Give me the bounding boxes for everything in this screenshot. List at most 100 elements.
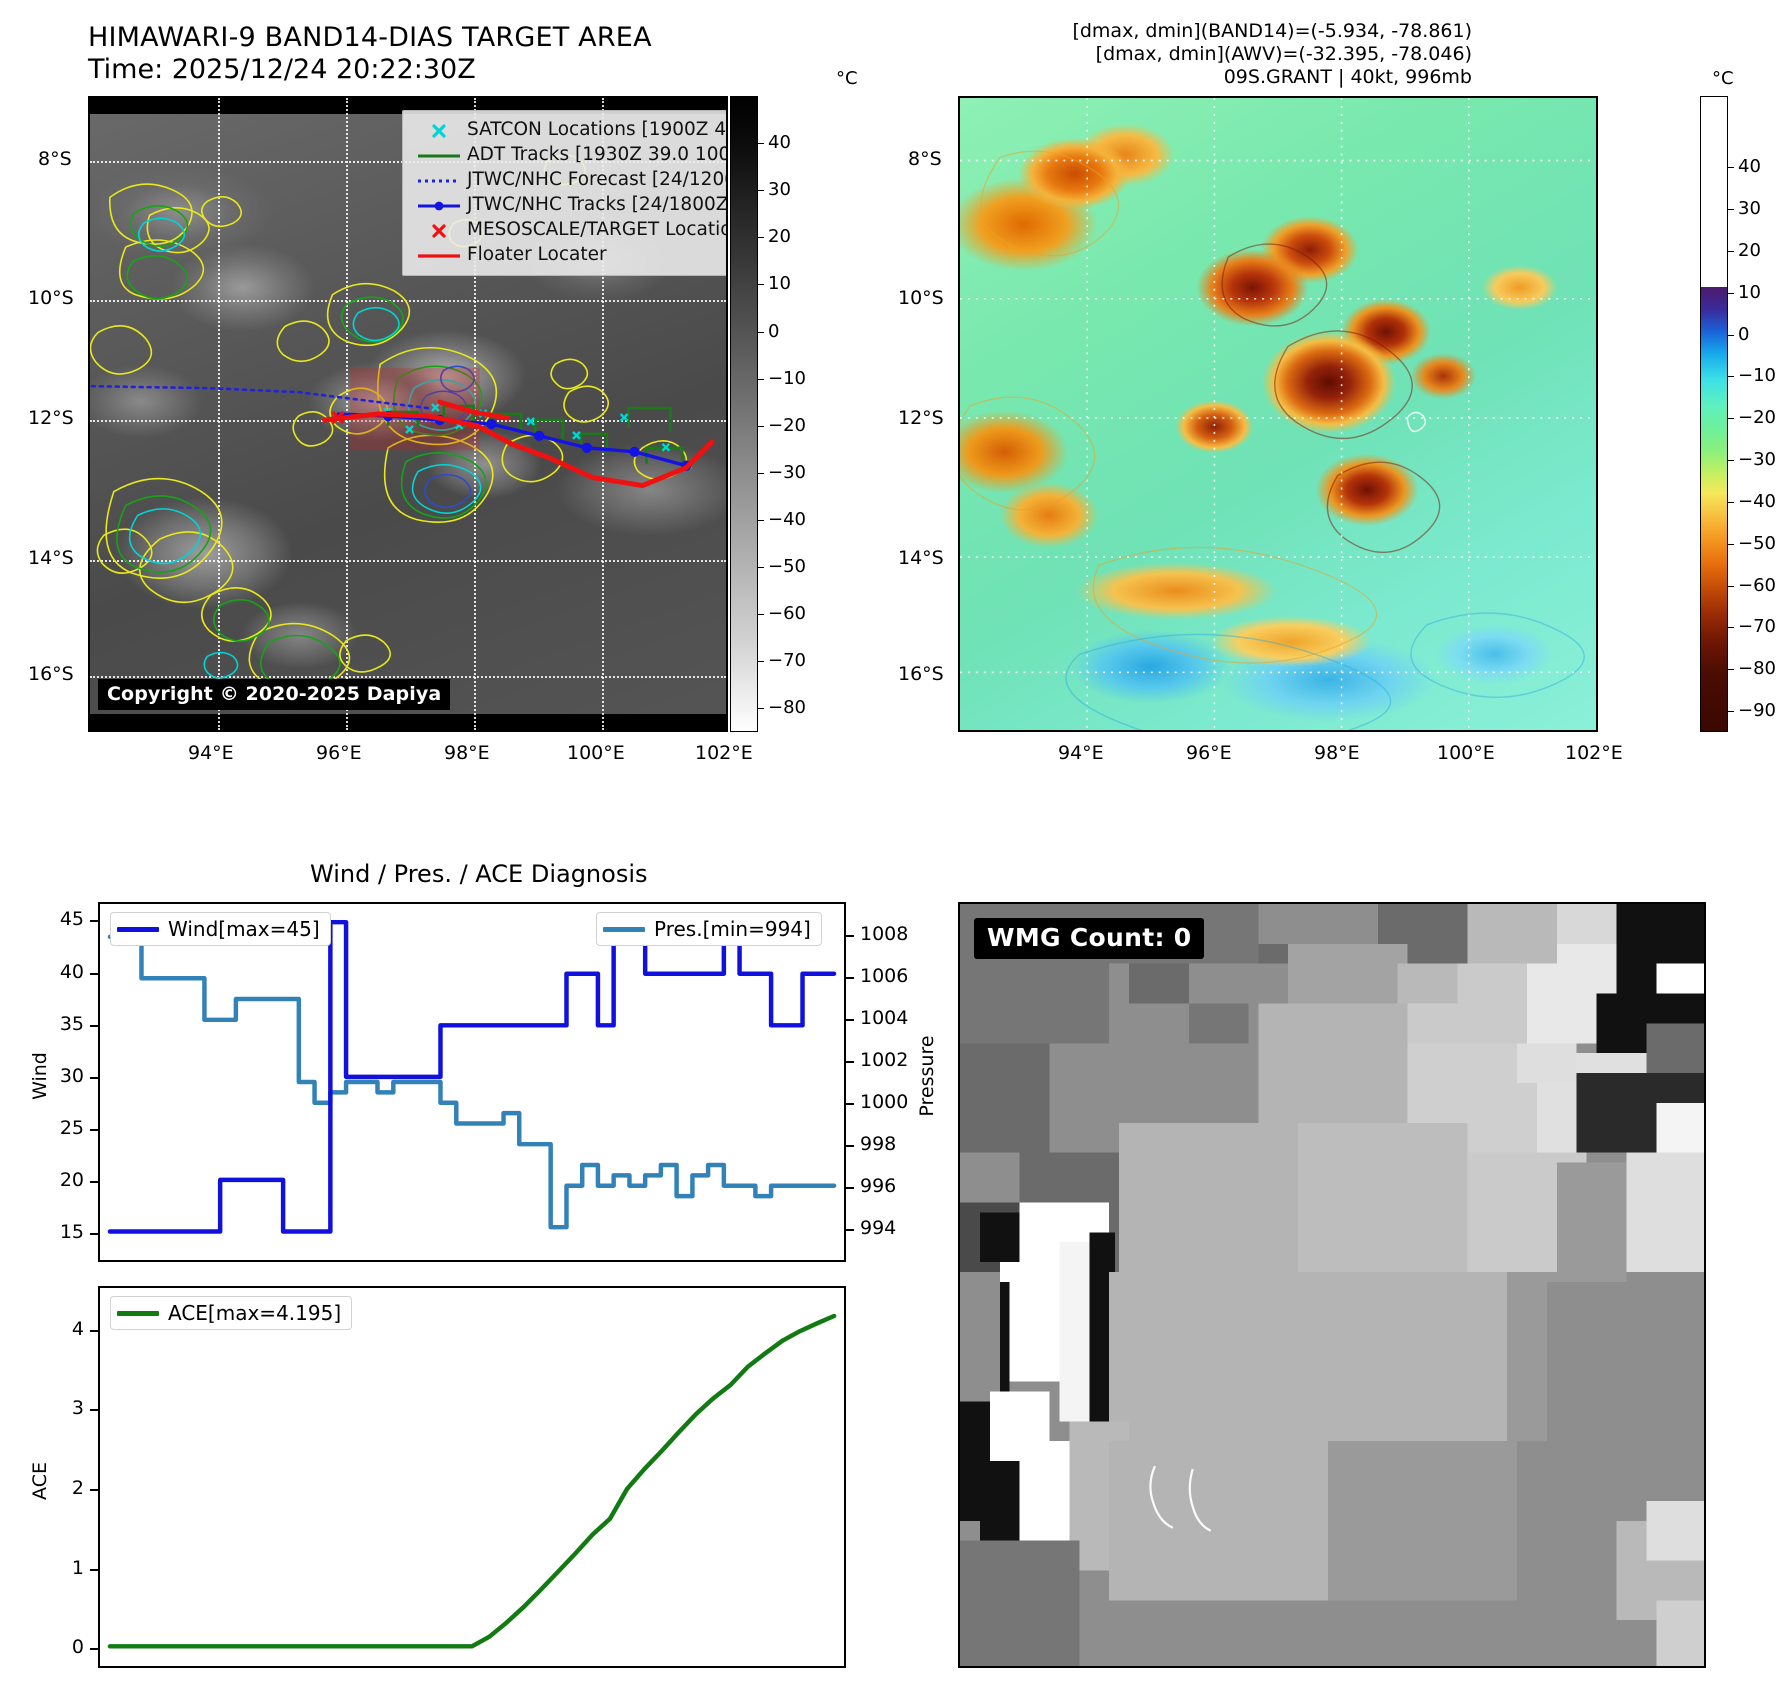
colorbar-tick-label: −10 [1738, 365, 1776, 387]
colorbar-tick-mark [758, 520, 764, 521]
colorbar-tick-mark [1728, 208, 1734, 210]
colorbar-tick-label: 10 [1738, 281, 1761, 303]
ir-bottom-border-bar [90, 714, 726, 730]
ace-tick-mark [90, 1568, 98, 1571]
wind-tick-mark [90, 1076, 98, 1079]
pressure-tick-mark [846, 1061, 854, 1064]
colorbar-tick-label: −60 [768, 603, 806, 625]
colorbar-tick-mark [1728, 250, 1734, 252]
ir-lat-tick-14s: 14°S [28, 547, 74, 569]
colorbar-tick-mark [1728, 376, 1734, 378]
pressure-tick-label: 998 [860, 1132, 897, 1155]
colorbar-tick-mark [758, 472, 764, 474]
ace-tick-mark [90, 1488, 98, 1491]
colorbar-tick-mark [1728, 334, 1734, 336]
pressure-legend-swatch [603, 926, 645, 932]
wind-legend: Wind[max=45] [110, 912, 331, 946]
awv-lat-tick-12s: 12°S [898, 407, 944, 429]
wind-pressure-chart[interactable] [98, 902, 846, 1262]
ir-satellite-map[interactable]: SATCON Locations [1900Z 47 992] ADT Trac… [88, 96, 728, 732]
wind-pressure-plot-area [107, 919, 837, 1234]
ace-plot-area [107, 1313, 837, 1649]
line-green-icon [411, 150, 467, 162]
colorbar-tick-label: −50 [768, 556, 806, 578]
awv-lon-tick-102e: 102°E [1565, 742, 1623, 764]
colorbar-tick-label: −40 [768, 509, 806, 530]
colorbar-tick-label: 30 [1738, 197, 1761, 219]
colorbar-tick-label: −30 [1738, 449, 1776, 471]
ace-tick-label: 0 [71, 1636, 84, 1659]
pressure-tick-mark [846, 935, 854, 938]
wind-tick-label: 35 [59, 1012, 84, 1035]
colorbar-tick-label: −60 [1738, 574, 1776, 596]
colorbar-tick-label: −80 [1738, 658, 1776, 680]
ir-lon-tick-96e: 96°E [316, 742, 362, 764]
ir-lon-tick-100e: 100°E [567, 742, 625, 764]
awv-texture-overlay [960, 98, 1596, 730]
ir-colorbar [730, 96, 758, 732]
pressure-tick-label: 994 [860, 1216, 897, 1239]
ir-colorbar-unit: °C [836, 68, 858, 89]
awv-colorbar [1700, 96, 1728, 732]
colorbar-tick-mark [1728, 418, 1734, 420]
chart-series-line [107, 934, 837, 1230]
ir-lat-tick-8s: 8°S [38, 148, 72, 170]
wind-tick-mark [90, 920, 98, 923]
colorbar-tick-mark [1728, 543, 1734, 545]
colorbar-tick-mark [1728, 460, 1734, 462]
ir-colorbar-ticks: 40 30 20 10 0 −10 −20 −30 −40 −50 −60 −70 −80 [730, 96, 850, 732]
colorbar-tick-mark [1728, 669, 1734, 671]
ace-tick-mark [90, 1648, 98, 1651]
awv-lat-tick-16s: 16°S [898, 663, 944, 685]
awv-lon-tick-98e: 98°E [1314, 742, 1360, 764]
pressure-tick-mark [846, 1102, 854, 1105]
pressure-tick-label: 1006 [860, 965, 909, 988]
legend-label-mesoscale: MESOSCALE/TARGET Location [467, 219, 728, 241]
colorbar-tick-mark [1728, 292, 1734, 294]
legend-label-tracks: JTWC/NHC Tracks [24/1800Z] [467, 194, 728, 216]
ir-lat-tick-10s: 10°S [28, 287, 74, 309]
wind-tick-label: 30 [59, 1064, 84, 1087]
wind-tick-label: 15 [59, 1221, 84, 1244]
ace-tick-label: 1 [71, 1556, 84, 1579]
colorbar-tick-label: 30 [768, 179, 791, 201]
legend-row-floater: Floater Locater [411, 243, 726, 268]
wind-legend-swatch [117, 926, 159, 932]
legend-row-tracks: JTWC/NHC Tracks [24/1800Z] [411, 193, 728, 218]
colorbar-tick-label: 20 [768, 226, 791, 248]
colorbar-tick-label: 20 [1738, 239, 1761, 261]
colorbar-tick-label: 0 [768, 320, 780, 342]
colorbar-tick-label: −70 [1738, 616, 1776, 638]
colorbar-tick-mark [758, 378, 764, 380]
colorbar-tick-mark [1728, 585, 1734, 587]
wind-tick-mark [90, 1024, 98, 1027]
ir-lon-tick-102e: 102°E [695, 742, 753, 764]
pressure-tick-mark [846, 977, 854, 980]
colorbar-tick-mark [758, 237, 764, 239]
colorbar-tick-label: −10 [768, 367, 806, 389]
colorbar-tick-mark [758, 331, 764, 333]
wmg-grayscale-grid [960, 904, 1704, 1666]
wmg-map-panel[interactable]: WMG Count: 0 [958, 902, 1706, 1668]
colorbar-tick-mark [1728, 501, 1734, 503]
wind-tick-label: 20 [59, 1169, 84, 1192]
ace-legend-swatch [117, 1310, 159, 1316]
colorbar-tick-label: −50 [1738, 532, 1776, 554]
awv-lon-tick-96e: 96°E [1186, 742, 1232, 764]
ace-tick-label: 2 [71, 1476, 84, 1499]
wind-tick-mark [90, 1128, 98, 1131]
colorbar-tick-mark [758, 661, 764, 663]
ir-lat-tick-12s: 12°S [28, 407, 74, 429]
ace-tick-mark [90, 1409, 98, 1412]
page-title: HIMAWARI-9 BAND14-DIAS TARGET AREA [88, 22, 652, 53]
legend-row-adt: ADT Tracks [1930Z 39.0 1003.3] [411, 143, 726, 168]
pressure-tick-mark [846, 1019, 854, 1022]
legend-row-satcon: SATCON Locations [1900Z 47 992] [411, 118, 726, 143]
enhanced-ir-map[interactable] [958, 96, 1598, 732]
colorbar-tick-label: 0 [1738, 323, 1750, 345]
awv-lat-tick-14s: 14°S [898, 547, 944, 569]
awv-lat-tick-10s: 10°S [898, 287, 944, 309]
awv-lon-tick-94e: 94°E [1058, 742, 1104, 764]
ace-chart[interactable] [98, 1286, 846, 1668]
ir-map-legend: SATCON Locations [1900Z 47 992] ADT Trac… [402, 110, 728, 276]
